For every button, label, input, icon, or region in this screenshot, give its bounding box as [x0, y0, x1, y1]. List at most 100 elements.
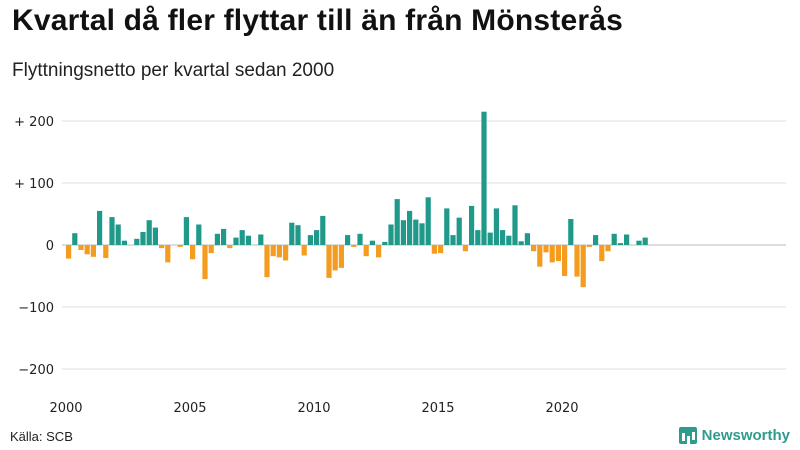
bar	[227, 245, 233, 249]
bar	[345, 235, 351, 245]
bar	[425, 197, 431, 245]
bar	[407, 210, 413, 245]
bar	[202, 245, 208, 280]
bar	[357, 233, 363, 245]
y-tick-label: + 200	[14, 115, 54, 130]
bar	[233, 237, 239, 245]
bar	[593, 235, 599, 245]
bar	[258, 234, 264, 245]
bar	[66, 245, 72, 259]
bar	[376, 245, 382, 258]
bar	[239, 230, 245, 245]
bar	[636, 240, 642, 245]
bar	[326, 245, 332, 278]
bar	[84, 245, 90, 255]
y-axis-labels: + 200 + 100 0 −100 −200	[14, 115, 54, 378]
bar	[531, 245, 537, 252]
bar	[332, 245, 338, 271]
y-tick-label: −100	[18, 301, 54, 316]
bar	[506, 235, 512, 245]
bar	[159, 245, 165, 249]
bar	[562, 245, 568, 276]
newsworthy-logo-icon	[678, 427, 697, 444]
bar	[555, 245, 561, 262]
bar	[295, 225, 301, 245]
bar	[103, 245, 109, 258]
bar	[338, 245, 344, 268]
bar	[624, 234, 630, 245]
bar	[382, 241, 388, 245]
bar	[115, 224, 121, 245]
bar	[444, 208, 450, 245]
bar	[134, 238, 140, 245]
bar	[314, 230, 320, 245]
bar	[177, 245, 183, 247]
bar	[568, 219, 574, 245]
brand[interactable]: Newsworthy	[678, 427, 790, 444]
bar	[196, 224, 202, 245]
bar	[617, 243, 623, 245]
bar	[351, 245, 357, 247]
source-note: Källa: SCB	[10, 429, 73, 444]
bar	[599, 245, 605, 262]
bar	[512, 205, 518, 245]
bar	[276, 245, 282, 258]
bar	[388, 224, 394, 245]
bar	[400, 220, 406, 245]
bar	[214, 233, 220, 245]
bar	[264, 245, 270, 278]
bar	[301, 245, 307, 256]
bar	[611, 233, 617, 245]
y-tick-label: 0	[46, 239, 54, 254]
bar	[121, 240, 127, 245]
bar	[289, 222, 295, 245]
bar	[605, 245, 611, 252]
bar	[580, 245, 586, 288]
bar	[369, 240, 375, 245]
bar	[524, 233, 530, 245]
gridlines	[62, 120, 786, 370]
bar	[419, 223, 425, 245]
y-tick-label: + 100	[14, 177, 54, 192]
bar	[221, 228, 227, 245]
bar	[72, 233, 78, 245]
x-tick-label: 2015	[421, 401, 454, 416]
bar	[97, 210, 103, 245]
bar	[90, 245, 96, 257]
bar	[152, 227, 158, 245]
bar	[146, 220, 152, 245]
bar	[165, 245, 171, 263]
bar	[183, 217, 189, 245]
chart-title: Kvartal då fler flyttar till än från Mön…	[12, 4, 624, 37]
bar	[283, 245, 289, 261]
x-tick-label: 2020	[545, 401, 578, 416]
bar	[413, 219, 419, 245]
bar	[456, 217, 462, 245]
bar	[543, 245, 549, 253]
brand-name: Newsworthy	[701, 427, 790, 444]
bar	[500, 230, 506, 245]
bar	[450, 235, 456, 245]
bar	[537, 245, 543, 267]
bar	[208, 245, 214, 254]
x-tick-label: 2005	[173, 401, 206, 416]
bar	[462, 245, 468, 252]
bar	[140, 232, 146, 245]
bar	[549, 245, 555, 263]
bar	[78, 245, 84, 250]
bar	[518, 241, 524, 245]
bar	[307, 235, 313, 245]
x-tick-label: 2010	[297, 401, 330, 416]
chart-subtitle: Flyttningsnetto per kvartal sedan 2000	[12, 60, 335, 81]
bar	[481, 111, 487, 245]
bar	[270, 245, 276, 257]
bars	[66, 111, 648, 288]
bar	[190, 245, 196, 260]
bar	[320, 215, 326, 245]
bar	[245, 235, 251, 245]
bar	[438, 245, 444, 254]
bar	[469, 205, 475, 245]
bar	[642, 237, 648, 245]
bar	[431, 245, 437, 254]
